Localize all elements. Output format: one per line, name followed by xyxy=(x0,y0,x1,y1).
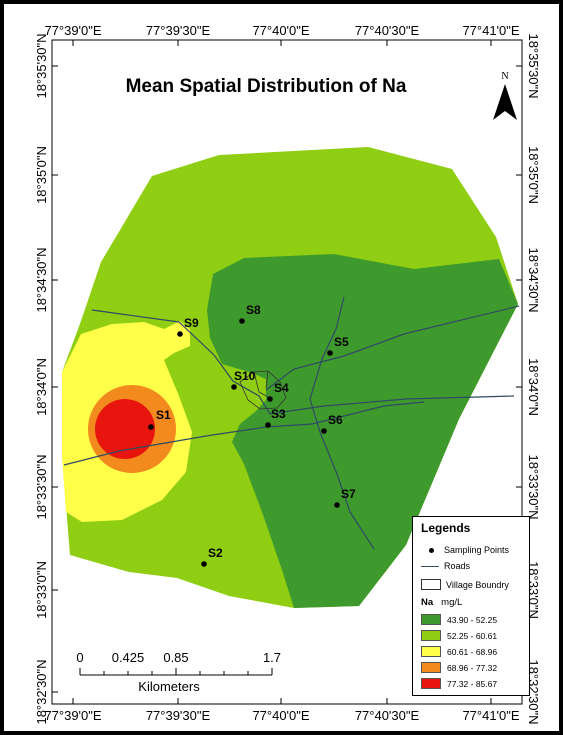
sampling-point-s6 xyxy=(321,428,327,434)
lat-labels-right: 18°35'30"N 18°35'0"N 18°34'30"N 18°34'0"… xyxy=(526,33,541,724)
sampling-point-s5 xyxy=(327,350,333,356)
scale-tick-0: 0 xyxy=(76,650,83,665)
lat-left-5: 18°33'0"N xyxy=(34,561,49,619)
legend-class-0: 43.90 - 52.25 xyxy=(421,614,497,625)
legend-swatch-0 xyxy=(421,614,441,625)
lon-bottom-0: 77°39'0"E xyxy=(44,708,101,723)
legend-class-1: 52.25 - 60.61 xyxy=(421,630,497,641)
sampling-point-s7 xyxy=(334,502,340,508)
map-title: Mean Spatial Distribution of Na xyxy=(126,76,407,97)
village-boundary xyxy=(239,370,287,410)
legend-roads-label: Roads xyxy=(444,561,471,571)
sampling-point-s3 xyxy=(265,422,271,428)
lat-right-0: 18°35'30"N xyxy=(526,33,541,98)
scale-tick-1: 0.425 xyxy=(112,650,145,665)
lat-left-4: 18°33'30"N xyxy=(34,454,49,519)
label-s7: S7 xyxy=(341,487,356,501)
legend-swatch-1 xyxy=(421,630,441,641)
sampling-point-s1 xyxy=(148,424,154,430)
legend-sampling-label: Sampling Points xyxy=(444,545,510,555)
lat-labels-left: 18°35'30"N 18°35'0"N 18°34'30"N 18°34'0"… xyxy=(34,33,49,724)
legend-class-label-1: 52.25 - 60.61 xyxy=(447,630,498,641)
lat-left-6: 18°32'30"N xyxy=(34,659,49,724)
legend-variable: Na xyxy=(421,597,434,608)
lat-left-2: 18°34'30"N xyxy=(34,247,49,312)
sampling-point-s4 xyxy=(267,396,273,402)
label-s5: S5 xyxy=(334,335,349,349)
legend-swatch-3 xyxy=(421,662,441,673)
lat-right-2: 18°34'30"N xyxy=(526,247,541,312)
lon-top-4: 77°41'0"E xyxy=(462,23,519,38)
legend-village-label: Village Boundry xyxy=(446,579,509,590)
road-line-icon xyxy=(421,565,439,567)
lat-right-4: 18°33'30"N xyxy=(526,454,541,519)
north-arrow-icon xyxy=(493,84,517,120)
legend-class-label-0: 43.90 - 52.25 xyxy=(447,614,498,625)
legend-class-label-2: 60.61 - 68.96 xyxy=(447,646,498,657)
scale-tick-2: 0.85 xyxy=(163,650,188,665)
sampling-point-s2 xyxy=(201,561,207,567)
legend-class-label-4: 77.32 - 85.67 xyxy=(447,678,498,689)
label-s9: S9 xyxy=(184,316,199,330)
label-s4: S4 xyxy=(274,381,289,395)
label-s2: S2 xyxy=(208,546,223,560)
sampling-point-s9 xyxy=(177,331,183,337)
sampling-point-icon xyxy=(429,547,434,553)
legend-class-label-3: 68.96 - 77.32 xyxy=(447,662,498,673)
zone-77-85 xyxy=(95,399,155,459)
label-s3: S3 xyxy=(271,407,286,421)
lat-left-0: 18°35'30"N xyxy=(34,33,49,98)
lat-right-1: 18°35'0"N xyxy=(526,146,541,204)
legend-row-roads: Roads xyxy=(421,561,470,571)
lat-left-3: 18°34'0"N xyxy=(34,358,49,416)
north-label: N xyxy=(501,71,508,82)
label-s6: S6 xyxy=(328,413,343,427)
legend-row-variable: Na mg/L xyxy=(421,597,462,608)
sampling-point-s8 xyxy=(239,318,245,324)
legend-title: Legends xyxy=(421,521,471,535)
lon-bottom-1: 77°39'30"E xyxy=(146,708,211,723)
legend-row-village: Village Boundry xyxy=(421,579,509,590)
lon-tick-marks xyxy=(72,40,492,704)
legend-unit: mg/L xyxy=(441,597,463,608)
scale-bar: 0 0.425 0.85 1.7 Kilometers xyxy=(76,650,281,694)
legend-class-2: 60.61 - 68.96 xyxy=(421,646,497,657)
roads xyxy=(63,296,520,550)
map-frame: S1 S2 S3 S4 S5 S6 S7 S8 S9 S10 77°39'0"E… xyxy=(4,4,559,731)
lon-bottom-4: 77°41'0"E xyxy=(462,708,519,723)
legend-class-3: 68.96 - 77.32 xyxy=(421,662,497,673)
sampling-labels: S1 S2 S3 S4 S5 S6 S7 S8 S9 S10 xyxy=(156,303,356,560)
north-arrow: N xyxy=(493,71,517,120)
sampling-points xyxy=(148,318,340,567)
legend: Legends Sampling Points Roads Village Bo… xyxy=(412,516,530,696)
scale-tick-3: 1.7 xyxy=(263,650,281,665)
village-box-icon xyxy=(421,579,441,590)
sampling-point-s10 xyxy=(231,384,237,390)
label-s10: S10 xyxy=(234,369,256,383)
label-s8: S8 xyxy=(246,303,261,317)
legend-swatch-2 xyxy=(421,646,441,657)
lon-top-2: 77°40'0"E xyxy=(252,23,309,38)
lon-top-1: 77°39'30"E xyxy=(146,23,211,38)
legend-row-sampling: Sampling Points xyxy=(421,545,509,555)
lat-right-3: 18°34'0"N xyxy=(526,358,541,416)
lon-bottom-2: 77°40'0"E xyxy=(252,708,309,723)
lon-labels-bottom: 77°39'0"E 77°39'30"E 77°40'0"E 77°40'30"… xyxy=(44,708,519,723)
lon-top-3: 77°40'30"E xyxy=(355,23,420,38)
legend-class-4: 77.32 - 85.67 xyxy=(421,678,497,689)
lon-top-0: 77°39'0"E xyxy=(44,23,101,38)
legend-swatch-4 xyxy=(421,678,441,689)
lon-labels-top: 77°39'0"E 77°39'30"E 77°40'0"E 77°40'30"… xyxy=(44,23,519,38)
zone-43-52 xyxy=(207,254,518,608)
map-canvas: S1 S2 S3 S4 S5 S6 S7 S8 S9 S10 77°39'0"E… xyxy=(34,23,541,725)
scale-unit: Kilometers xyxy=(138,679,200,694)
label-s1: S1 xyxy=(156,408,171,422)
lon-bottom-3: 77°40'30"E xyxy=(355,708,420,723)
lat-left-1: 18°35'0"N xyxy=(34,146,49,204)
